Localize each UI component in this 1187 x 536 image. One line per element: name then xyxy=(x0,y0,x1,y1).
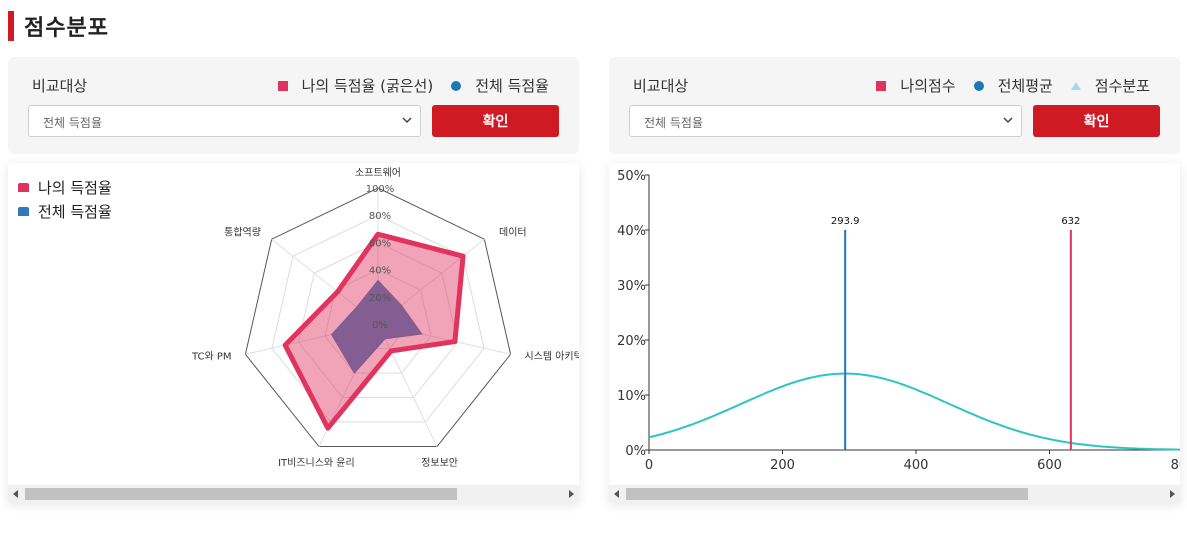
distribution-header-legend: 나의점수 전체평균 점수분포 xyxy=(858,75,1150,96)
radar-grid-ring xyxy=(297,241,459,399)
radar-grid-ring xyxy=(271,214,485,423)
radar-series-my-rate xyxy=(282,231,466,431)
scrollbar-thumb[interactable] xyxy=(626,488,1028,500)
score-distribution-curve xyxy=(648,372,1180,451)
chevron-down-icon xyxy=(402,117,412,124)
y-tick-label: 30% xyxy=(617,279,646,294)
radar-axis-label: 시스템 아키텍처 xyxy=(524,351,579,363)
radar-control-panel: 비교대상 나의 득점율 (굵은선) 전체 득점율 전체 득점율 확인 xyxy=(8,57,579,154)
scroll-left-arrow-icon[interactable] xyxy=(614,490,619,498)
legend-label: 전체 득점율 xyxy=(38,202,112,221)
scroll-right-arrow-icon[interactable] xyxy=(569,490,574,498)
radar-tick-label: 60% xyxy=(369,238,391,249)
legend-label: 전체평균 xyxy=(997,77,1053,95)
radar-axis-label: 데이터 xyxy=(499,226,527,238)
legend-my-rate: 나의 득점율 (굵은선) xyxy=(277,75,434,96)
select-value: 전체 득점율 xyxy=(644,116,704,130)
horizontal-scrollbar[interactable] xyxy=(8,485,579,503)
page-title: 점수분포 xyxy=(24,16,109,41)
distribution-chart: 0% 10% 20% 30% 40% 50% 0 200 400 600 800 293.9 632 xyxy=(617,169,1180,473)
marker-value-label: 293.9 xyxy=(831,216,860,227)
radar-legend-total: 전체 득점율 xyxy=(18,199,112,223)
circle-marker-icon xyxy=(973,80,984,91)
compare-label: 비교대상 xyxy=(32,77,88,95)
radar-tick-label: 80% xyxy=(369,211,391,222)
confirm-button[interactable]: 확인 xyxy=(432,105,559,137)
radar-series-total-rate xyxy=(330,279,423,374)
y-tick-label: 10% xyxy=(617,389,646,404)
scrollbar-thumb[interactable] xyxy=(25,488,457,500)
square-marker-icon xyxy=(876,80,887,91)
radar-tick-label: 0% xyxy=(372,320,388,331)
select-value: 전체 득점율 xyxy=(43,116,103,130)
triangle-marker-icon xyxy=(1070,81,1081,90)
radar-tick-label: 40% xyxy=(369,266,391,277)
compare-select[interactable]: 전체 득점율 xyxy=(28,105,421,137)
x-tick-label: 0 xyxy=(645,458,653,473)
x-tick-label: 200 xyxy=(770,458,795,473)
legend-swatch xyxy=(18,206,29,216)
radar-spoke xyxy=(377,323,438,447)
radar-axis-label: TC와 PM xyxy=(191,351,232,363)
radar-axis-label: 통합역량 xyxy=(224,226,261,238)
radar-grid-ring xyxy=(244,187,512,448)
radar-tick-label: 100% xyxy=(366,184,395,195)
y-tick-label: 50% xyxy=(617,169,646,184)
radar-axis-label: IT비즈니스와 윤리 xyxy=(278,457,355,469)
title-accent-bar xyxy=(8,11,14,41)
chevron-down-icon xyxy=(1003,117,1013,124)
x-tick-label: 800 xyxy=(1171,458,1180,473)
radar-header-legend: 나의 득점율 (굵은선) 전체 득점율 xyxy=(260,75,549,96)
x-tick-label: 600 xyxy=(1037,458,1062,473)
legend-distribution: 점수분포 xyxy=(1070,75,1150,96)
distribution-control-panel: 비교대상 나의점수 전체평균 점수분포 전체 득점율 확인 xyxy=(609,57,1180,154)
compare-label: 비교대상 xyxy=(633,77,689,95)
radar-legend-my: 나의 득점율 xyxy=(18,175,112,199)
legend-my-score: 나의점수 xyxy=(876,75,956,96)
legend-label: 전체 득점율 xyxy=(475,77,549,95)
y-tick-label: 20% xyxy=(617,334,646,349)
legend-label: 나의 득점율 xyxy=(38,178,112,197)
legend-total-rate: 전체 득점율 xyxy=(451,75,549,96)
legend-label: 나의점수 xyxy=(900,77,956,95)
radar-axis-label: 정보보안 xyxy=(421,457,458,469)
scroll-right-arrow-icon[interactable] xyxy=(1170,490,1175,498)
circle-marker-icon xyxy=(451,80,462,91)
marker-value-label: 632 xyxy=(1061,216,1080,227)
legend-label: 나의 득점율 (굵은선) xyxy=(301,77,434,95)
x-tick-label: 400 xyxy=(904,458,929,473)
confirm-button[interactable]: 확인 xyxy=(1033,105,1160,137)
horizontal-scrollbar[interactable] xyxy=(609,485,1180,503)
legend-swatch xyxy=(18,182,29,192)
legend-average: 전체평균 xyxy=(973,75,1053,96)
scroll-left-arrow-icon[interactable] xyxy=(13,490,18,498)
square-marker-icon xyxy=(277,80,288,91)
compare-select[interactable]: 전체 득점율 xyxy=(629,105,1022,137)
legend-label: 점수분포 xyxy=(1094,77,1150,95)
y-tick-label: 0% xyxy=(625,444,646,459)
radar-legend: 나의 득점율 전체 득점율 xyxy=(18,175,112,223)
radar-tick-label: 20% xyxy=(369,293,391,304)
y-tick-label: 40% xyxy=(617,224,646,239)
page-header: 점수분포 xyxy=(8,10,109,42)
radar-axis-label: 소프트웨어 xyxy=(355,167,401,179)
distribution-chart-box: 0% 10% 20% 30% 40% 50% 0 200 400 600 800 293.9 632 xyxy=(609,163,1180,503)
